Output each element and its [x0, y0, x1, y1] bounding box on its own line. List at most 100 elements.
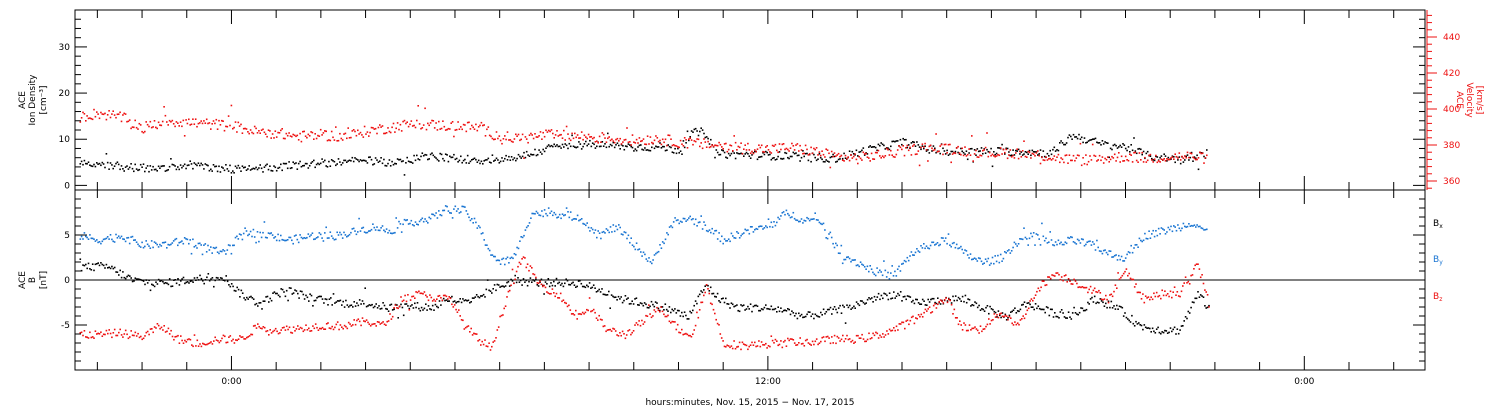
bx-point	[745, 308, 748, 310]
by-point	[219, 250, 222, 253]
bz-point	[146, 330, 149, 333]
bx-point	[631, 300, 633, 302]
density-point	[141, 166, 143, 168]
by-point	[663, 242, 665, 245]
by-point	[822, 222, 825, 225]
by-point	[189, 239, 191, 241]
density-point	[976, 148, 979, 150]
density-point	[683, 146, 686, 149]
density-point	[1009, 154, 1012, 157]
bx-point	[871, 297, 873, 299]
density-point	[541, 153, 543, 155]
density-point	[289, 167, 292, 170]
bz-point	[971, 327, 973, 330]
density-point	[547, 144, 550, 146]
velocity-point	[392, 122, 395, 125]
bz-point	[842, 334, 844, 337]
bx-point	[129, 275, 131, 277]
density-point	[1027, 153, 1029, 155]
by-point	[296, 238, 299, 241]
density-point	[433, 156, 436, 158]
bz-point	[389, 313, 391, 315]
velocity-point	[582, 138, 584, 141]
bx-point	[565, 278, 567, 280]
bx-point	[927, 298, 929, 301]
density-point	[249, 169, 252, 171]
velocity-point	[960, 153, 962, 156]
by-point	[472, 222, 474, 224]
bz-point	[1153, 292, 1155, 295]
velocity-point	[192, 118, 194, 120]
velocity-point	[263, 131, 266, 134]
velocity-point	[1006, 157, 1009, 160]
density-point	[304, 162, 307, 165]
bz-point	[496, 329, 499, 331]
density-point	[912, 141, 914, 143]
by-point	[609, 226, 612, 228]
bz-point	[555, 292, 558, 295]
bx-point	[1018, 310, 1020, 313]
bz-point	[460, 319, 463, 321]
by-point	[817, 219, 819, 221]
bz-point	[869, 337, 872, 340]
density-point	[961, 150, 963, 153]
bx-point	[972, 304, 975, 307]
bx-point	[1043, 308, 1045, 311]
bz-point	[712, 308, 715, 311]
velocity-point	[1181, 155, 1183, 158]
bz-point	[693, 329, 695, 331]
bx-point	[550, 282, 552, 284]
velocity-point	[1179, 159, 1182, 161]
density-point	[1173, 156, 1175, 158]
bx-point	[700, 290, 702, 292]
velocity-point	[249, 129, 252, 131]
density-point	[749, 157, 752, 159]
bx-point	[1190, 306, 1192, 309]
velocity-point	[303, 130, 305, 133]
bx-point	[815, 314, 818, 317]
density-point	[85, 162, 87, 165]
velocity-point	[972, 160, 974, 162]
bz-point	[564, 301, 566, 304]
density-point	[532, 153, 535, 156]
by-point	[1116, 259, 1119, 261]
bz-point	[206, 343, 208, 346]
velocity-point	[803, 152, 805, 155]
bx-point	[152, 284, 154, 286]
density-point	[571, 134, 573, 137]
by-point	[523, 234, 525, 237]
density-point	[564, 143, 566, 145]
density-point	[1086, 141, 1088, 144]
bz-point	[503, 307, 505, 310]
bz-point	[763, 344, 766, 346]
bx-point	[312, 305, 314, 307]
density-point	[295, 162, 297, 164]
bz-point	[285, 325, 288, 328]
density-point	[916, 141, 918, 143]
bz-point	[964, 324, 967, 326]
by-point	[497, 259, 499, 261]
density-point	[1023, 153, 1025, 155]
bx-point	[785, 310, 788, 312]
bz-point	[415, 291, 417, 293]
bx-point	[760, 308, 763, 310]
bz-point	[402, 299, 405, 302]
bx-point	[981, 308, 983, 310]
density-point	[1123, 144, 1126, 146]
bz-point	[268, 334, 270, 336]
by-point	[394, 231, 396, 234]
bx-point	[235, 290, 237, 292]
bx-point	[595, 291, 598, 293]
density-point	[1056, 149, 1058, 151]
bz-point	[225, 341, 227, 344]
velocity-point	[716, 144, 719, 147]
by-point	[369, 230, 371, 232]
bz-point	[1184, 276, 1187, 278]
bz-point	[519, 263, 522, 265]
velocity-point	[318, 135, 321, 137]
by-point	[934, 244, 936, 246]
velocity-point	[354, 130, 356, 133]
velocity-point	[616, 137, 619, 140]
bx-point	[514, 274, 516, 277]
density-point	[917, 144, 920, 146]
